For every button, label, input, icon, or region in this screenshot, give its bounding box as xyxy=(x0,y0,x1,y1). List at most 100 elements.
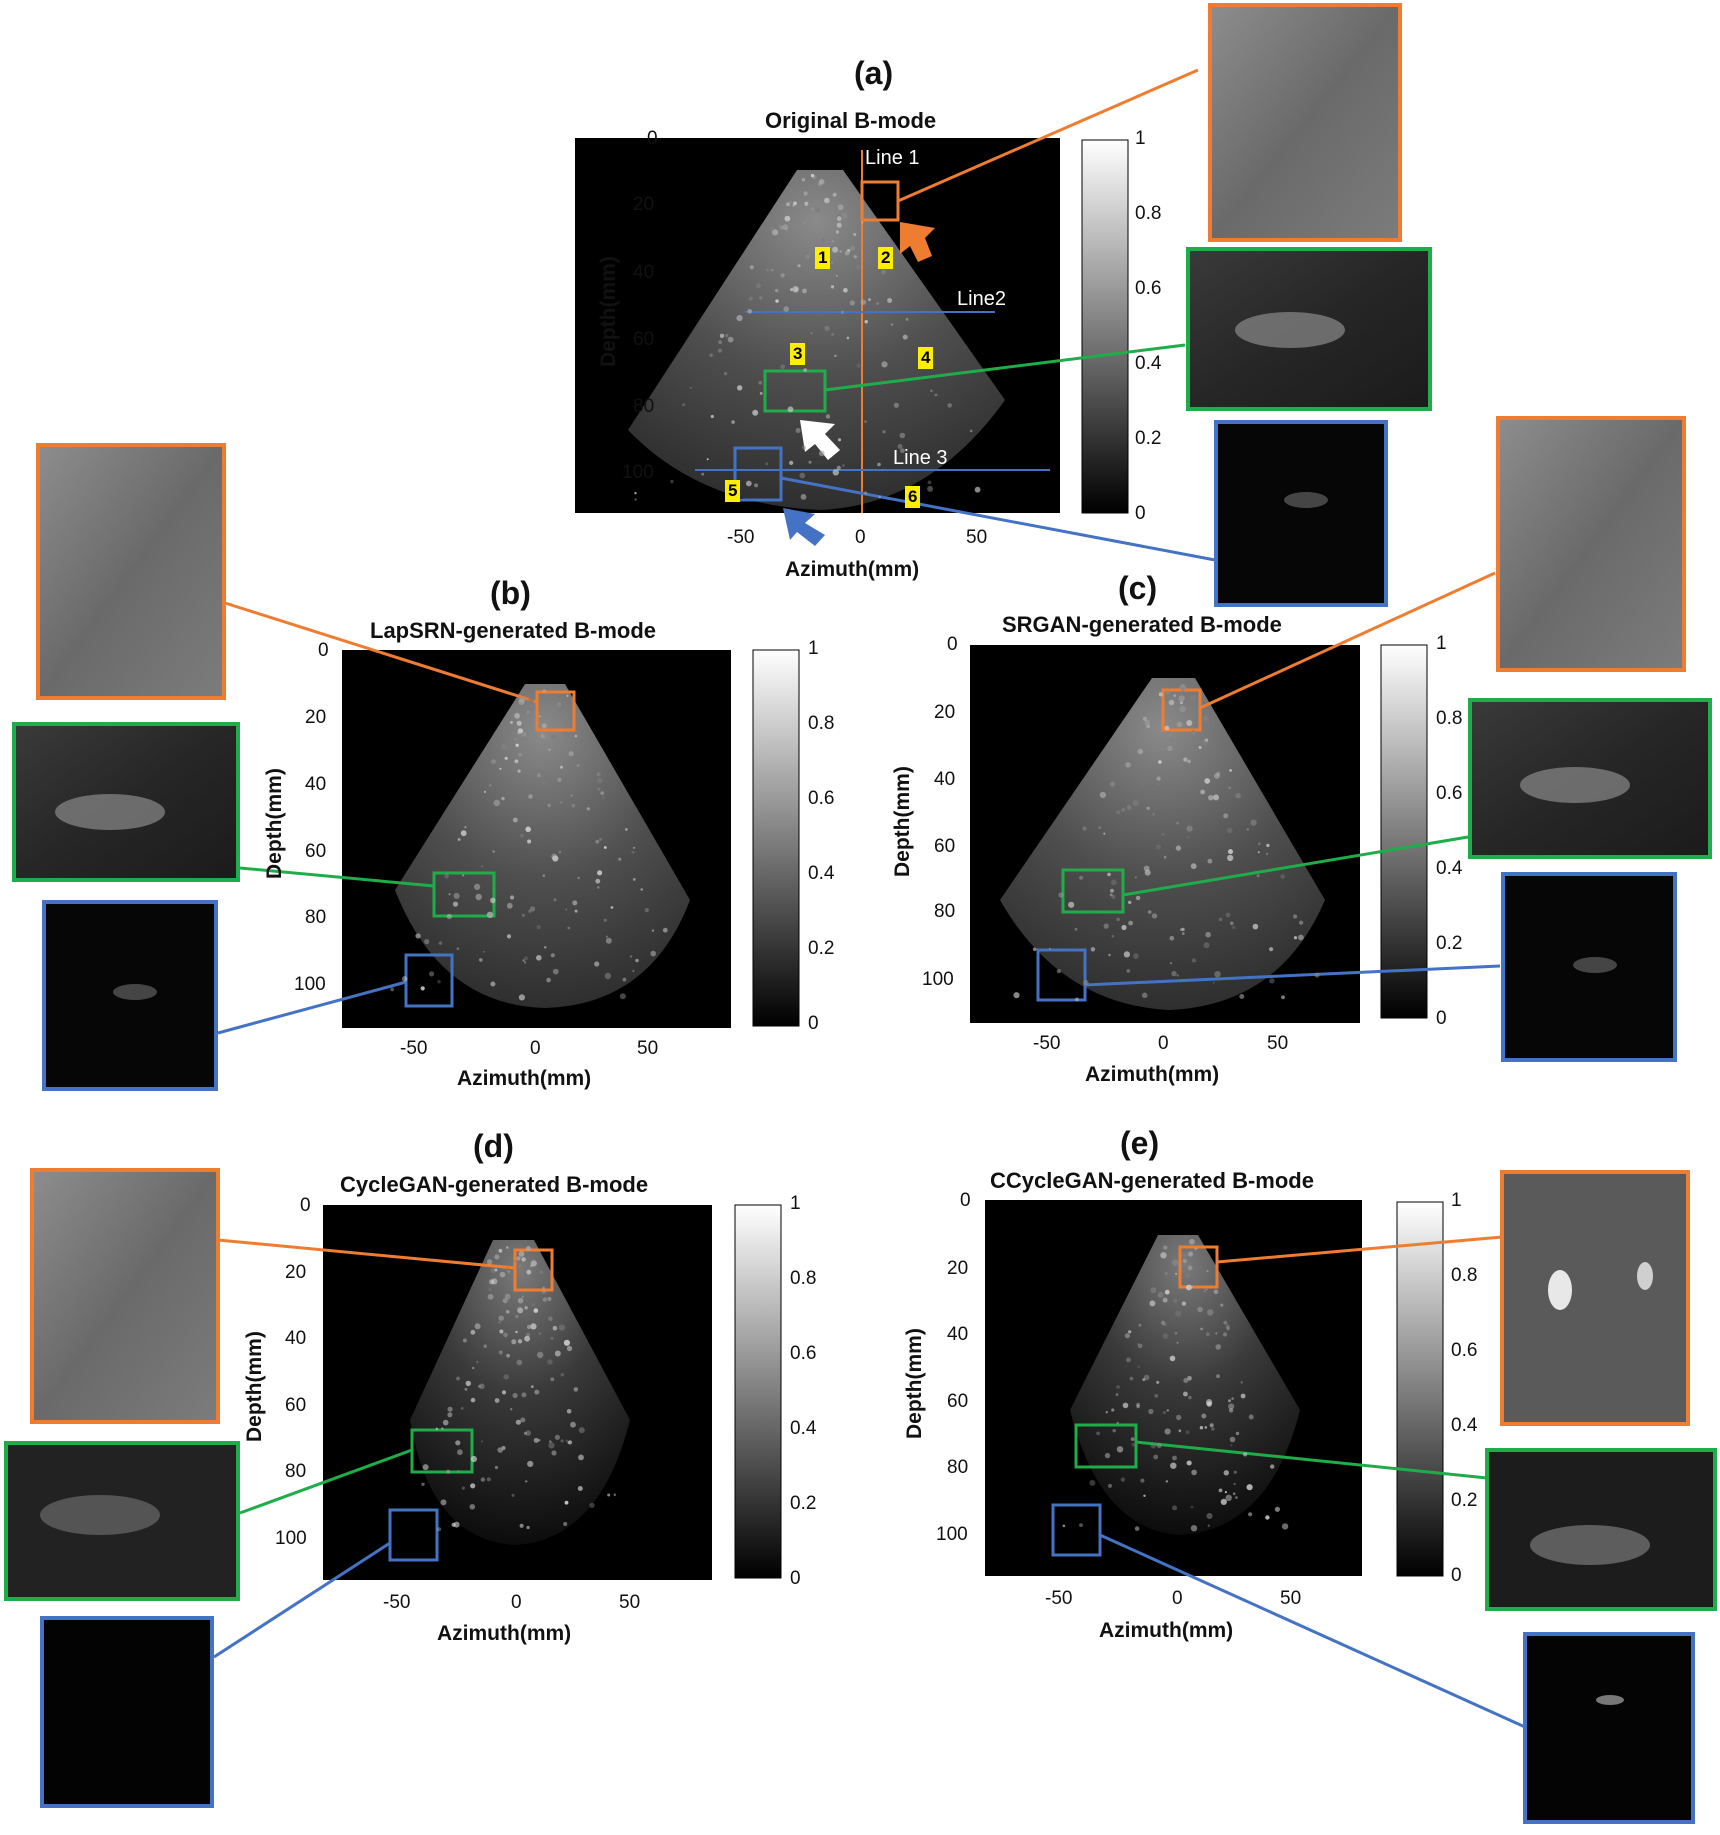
cbar-tick-d-4: 0.2 xyxy=(790,1493,817,1514)
ytick-e-1: 20 xyxy=(947,1258,969,1279)
ytick-b-3: 60 xyxy=(305,841,327,862)
speckle-texture xyxy=(390,689,668,1001)
cbar-tick-b-4: 0.2 xyxy=(808,938,835,959)
xtick-b-1: 0 xyxy=(530,1038,541,1059)
roi-blue-b xyxy=(404,953,454,1008)
colorbar-e xyxy=(1396,1201,1444,1577)
colorbar-b xyxy=(752,649,800,1027)
ylabel-b: Depth(mm) xyxy=(263,768,286,879)
zoom-green-d-feature xyxy=(40,1495,160,1535)
region-5: 5 xyxy=(725,480,741,502)
roi-green-c xyxy=(1061,868,1125,914)
ytick-b-2: 40 xyxy=(305,774,327,795)
xlabel-a: Azimuth(mm) xyxy=(785,558,920,581)
ytick-d-3: 60 xyxy=(285,1395,307,1416)
plot-title-c: SRGAN-generated B-mode xyxy=(1002,612,1282,637)
line-2-label: Line2 xyxy=(957,288,1006,310)
panel-e xyxy=(985,1170,1717,1824)
zoom-blue-e-feature xyxy=(1596,1695,1624,1705)
roi-green-e xyxy=(1074,1423,1138,1469)
connector-green-b xyxy=(239,866,435,888)
scan-sector-a xyxy=(628,170,1005,510)
ylabel-e: Depth(mm) xyxy=(903,1328,926,1439)
roi-blue-e xyxy=(1051,1503,1102,1557)
xtick-e-2: 50 xyxy=(1280,1588,1302,1609)
zoom-blue-a xyxy=(1214,420,1388,607)
region-1: 1 xyxy=(815,247,831,269)
connector-green-c xyxy=(1122,835,1469,897)
zoom-orange-e xyxy=(1500,1170,1690,1426)
zoom-orange-c xyxy=(1496,416,1686,672)
scan-sector-c xyxy=(1000,678,1325,1010)
cbar-tick-b-2: 0.6 xyxy=(808,788,835,809)
scan-sector-e xyxy=(1070,1235,1300,1535)
cbar-tick-c-3: 0.4 xyxy=(1436,858,1463,879)
roi-blue-a xyxy=(733,446,783,502)
ytick-c-3: 60 xyxy=(934,836,956,857)
speckle-texture xyxy=(421,1246,617,1532)
region-6: 6 xyxy=(905,486,921,508)
ytick-e-0: 0 xyxy=(960,1190,971,1211)
orange-arrow xyxy=(900,222,935,262)
scan-sector-d xyxy=(410,1240,630,1545)
xtick-b-2: 50 xyxy=(637,1038,659,1059)
zoom-orange-e-feature-1 xyxy=(1548,1270,1572,1310)
region-4: 4 xyxy=(918,347,934,369)
connector-green-a xyxy=(824,343,1186,392)
ytick-c-1: 20 xyxy=(934,702,956,723)
connector-blue-a xyxy=(780,476,1216,562)
scan-sector-b xyxy=(395,684,690,1008)
connector-green-e xyxy=(1135,1440,1488,1480)
ylabel-a: Depth(mm) xyxy=(597,256,620,367)
cbar-tick-e-2: 0.6 xyxy=(1451,1340,1478,1361)
line-3-label: Line 3 xyxy=(893,447,948,469)
cbar-tick-b-0: 1 xyxy=(808,638,819,659)
plot-title-d: CycleGAN-generated B-mode xyxy=(340,1172,649,1197)
connector-blue-c xyxy=(1084,964,1501,987)
xtick-a-1: 0 xyxy=(855,527,866,548)
blue-arrow xyxy=(783,508,825,546)
ytick-b-1: 20 xyxy=(305,707,327,728)
speckle-texture xyxy=(1013,684,1320,1002)
ytick-c-4: 80 xyxy=(934,901,956,922)
speckle-texture xyxy=(634,173,981,501)
cbar-tick-a-2: 0.6 xyxy=(1135,278,1162,299)
cbar-tick-c-0: 1 xyxy=(1436,633,1447,654)
xtick-d-1: 0 xyxy=(511,1592,522,1613)
cbar-tick-c-1: 0.8 xyxy=(1436,708,1463,729)
ytick-a-2: 40 xyxy=(633,262,655,283)
connector-orange-d xyxy=(217,1238,516,1270)
cbar-tick-c-5: 0 xyxy=(1436,1008,1447,1029)
xtick-d-2: 50 xyxy=(619,1592,641,1613)
ytick-d-4: 80 xyxy=(285,1461,307,1482)
panel-label-a: (a) xyxy=(854,55,894,91)
zoom-orange-e-feature-2 xyxy=(1637,1262,1653,1290)
xtick-c-2: 50 xyxy=(1267,1033,1289,1054)
cbar-tick-e-4: 0.2 xyxy=(1451,1490,1478,1511)
zoom-green-c-feature xyxy=(1520,767,1630,803)
ytick-d-5: 100 xyxy=(275,1528,307,1549)
zoom-blue-c-feature xyxy=(1573,957,1617,973)
xtick-c-0: -50 xyxy=(1033,1033,1061,1054)
cbar-tick-a-1: 0.8 xyxy=(1135,203,1162,224)
speckle-texture xyxy=(1062,1238,1289,1532)
panel-b xyxy=(12,443,800,1091)
connector-orange-e xyxy=(1216,1235,1503,1264)
ytick-b-0: 0 xyxy=(318,640,329,661)
ylabel-c: Depth(mm) xyxy=(891,766,914,877)
ytick-c-2: 40 xyxy=(934,769,956,790)
zoom-orange-d xyxy=(30,1168,220,1424)
connector-blue-b xyxy=(217,980,407,1035)
zoom-blue-e xyxy=(1523,1632,1695,1824)
white-arrow xyxy=(800,420,840,460)
roi-green-a xyxy=(763,369,827,413)
xtick-a-2: 50 xyxy=(966,527,988,548)
cbar-tick-d-2: 0.6 xyxy=(790,1343,817,1364)
ytick-b-5: 100 xyxy=(294,974,326,995)
xtick-e-1: 0 xyxy=(1172,1588,1183,1609)
cbar-tick-c-4: 0.2 xyxy=(1436,933,1463,954)
ytick-a-5: 100 xyxy=(622,462,654,483)
cbar-tick-a-3: 0.4 xyxy=(1135,353,1162,374)
